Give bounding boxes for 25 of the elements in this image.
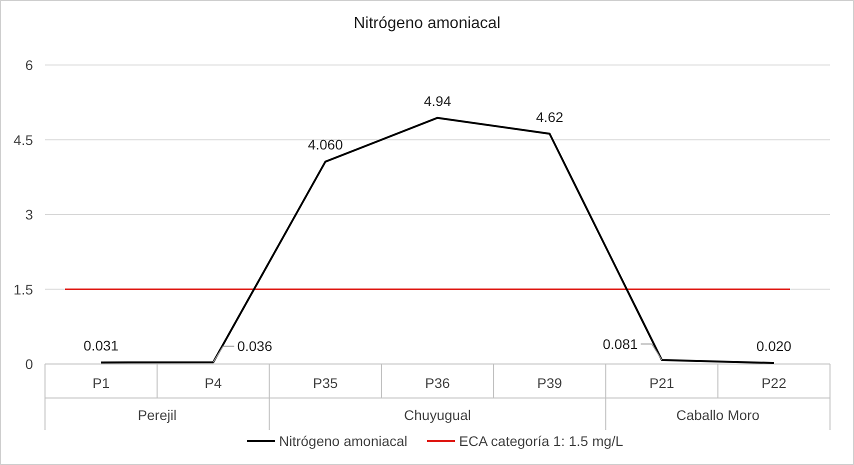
x-tick-label: P36 [425,375,450,391]
legend-label: Nitrógeno amoniacal [279,433,408,449]
y-tick-label: 1.5 [14,281,34,298]
text: Caballo Moro [676,407,760,423]
data-label: 4.62 [536,108,564,125]
x-tick-label: P4 [204,375,222,391]
x-tick-label: P39 [537,375,562,391]
data-label: 0.081 [602,336,638,352]
data-label: 0.031 [84,337,119,354]
data-label: 0.036 [237,338,272,354]
data-label: 4.060 [308,136,344,153]
data-label: 0.020 [756,338,792,354]
y-tick-label: 4.5 [14,132,34,148]
x-tick-label: P1 [92,375,110,391]
data-label: 4.94 [424,92,452,109]
legend-label: ECA categoría 1: 1.5 mg/L [459,433,624,449]
y-tick-label: 6 [25,57,34,73]
y-tick-label: 3 [25,206,34,222]
x-tick-label: P21 [649,375,674,391]
x-tick-label: P22 [761,375,787,391]
chart-title: Nitrógeno amoniacal [354,15,500,32]
text: Chuyugual [404,407,471,423]
text: Perejil [138,407,177,423]
x-tick-label: P35 [312,375,338,391]
y-tick-label: 0 [25,356,34,372]
